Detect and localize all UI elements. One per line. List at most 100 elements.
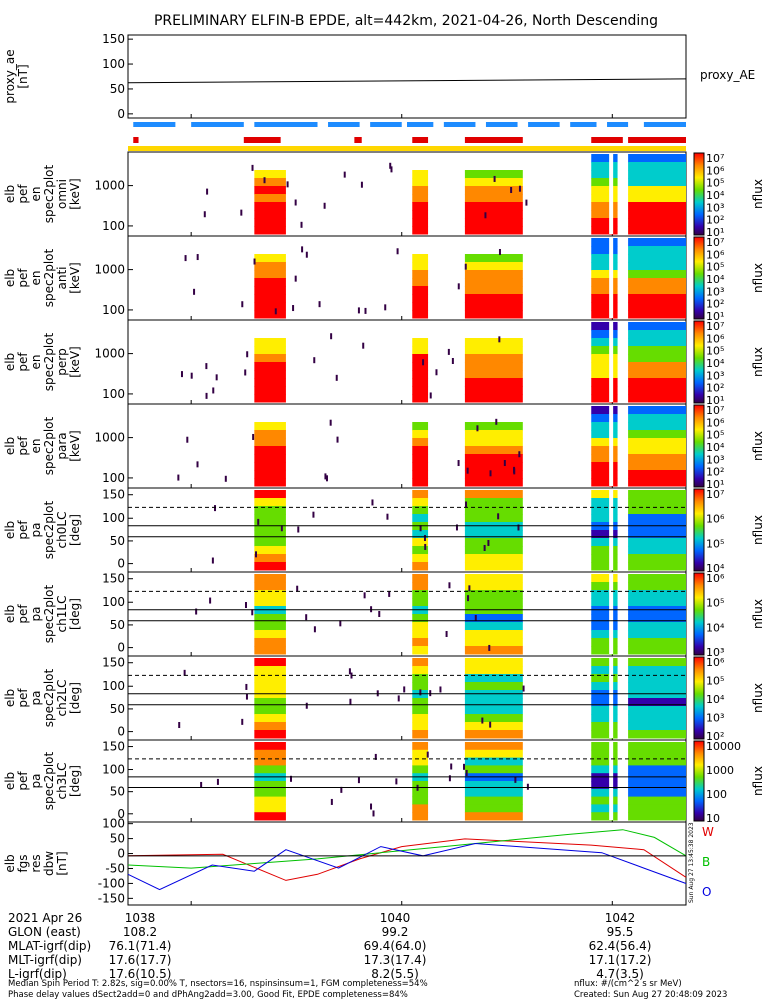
spec-cell: [628, 574, 686, 583]
footer-note1: Median Spin Period T: 2.82s, sig=0.00% T…: [8, 979, 428, 989]
colorbar-tick: 10²: [706, 730, 724, 743]
spec-cell: [412, 714, 429, 723]
spec-cell: [628, 270, 686, 279]
colorbar-tick: 10⁴: [706, 441, 725, 454]
spec-cell: [628, 178, 686, 187]
spec-cell: [254, 462, 286, 471]
spec-cell: [464, 796, 523, 805]
spec-cell: [254, 346, 286, 355]
ytick-label: 100: [102, 595, 125, 609]
spec-dot: [305, 614, 308, 621]
colorbar-tick: 10¹: [706, 310, 724, 323]
ylabel-line: ch0LC: [55, 512, 69, 549]
spec-dot: [422, 359, 425, 366]
spec-cell: [628, 438, 686, 447]
spec-dot: [335, 374, 338, 381]
spec-dot: [522, 685, 525, 692]
spec-dot: [476, 425, 479, 432]
colorbar-tick: 10⁴: [706, 562, 725, 575]
spec-cell: [464, 538, 523, 547]
spec-cell: [412, 270, 429, 279]
spec-cell: [412, 310, 429, 319]
spec-cell: [628, 804, 686, 813]
science-bar: [370, 122, 402, 127]
footer-v2-1: 95.5: [607, 925, 634, 939]
spec-cell: [464, 614, 523, 623]
spec-cell: [254, 378, 286, 387]
spec-cell: [591, 706, 618, 715]
spec-cell: [412, 170, 429, 179]
spec-cell: [412, 781, 429, 790]
spec-cell: [412, 462, 429, 471]
spec-dot: [296, 585, 299, 592]
footer-v2-0: 1042: [605, 911, 636, 925]
spec-dot: [429, 392, 432, 399]
spec-dot: [457, 283, 460, 290]
spec-cell: [591, 562, 618, 571]
spec-cell: [254, 757, 286, 766]
spec-dot: [212, 387, 215, 394]
spec-cell: [628, 162, 686, 171]
spec-cell: [464, 218, 523, 227]
spec-cell: [464, 338, 523, 347]
spec-dot: [205, 363, 208, 370]
spec-cell: [254, 682, 286, 691]
spec-cell: [254, 338, 286, 347]
colorbar-tick: 10⁶: [706, 572, 725, 585]
spec-cell: [412, 546, 429, 555]
ytick-label: 100: [102, 57, 125, 71]
spec-dot: [323, 202, 326, 209]
colorbar-tick: 10⁵: [706, 429, 724, 442]
footer-v2-3: 17.1(17.2): [589, 953, 652, 967]
spec-cell: [628, 262, 686, 271]
spec-cell: [591, 666, 618, 675]
spec-cell: [412, 370, 429, 379]
spec-dot: [363, 592, 366, 599]
spec-dot: [445, 630, 448, 637]
spec-dot: [513, 468, 516, 475]
spec-cell: [628, 302, 686, 311]
spec-cell: [591, 788, 618, 798]
footer-units: nflux: #/(cm^2 s sr MeV): [574, 979, 682, 989]
spec-cell: [628, 154, 686, 163]
spec-dot: [211, 557, 214, 564]
spec-cell: [591, 749, 618, 759]
spec-cell: [591, 370, 618, 379]
ytick-label: 1000: [94, 263, 125, 277]
spec-cell: [628, 330, 686, 339]
colorbar-label: nflux: [751, 515, 765, 545]
spec-cell: [412, 742, 429, 751]
ylabel-line: elb: [3, 269, 17, 287]
ylabel-line: en: [29, 271, 43, 286]
colorbar-tick: 10⁶: [706, 164, 725, 177]
spec-cell: [628, 614, 686, 623]
footer: 2021 Apr 26 GLON (east) MLAT-igrf(dip) M…: [8, 911, 727, 1000]
spec-cell: [254, 438, 286, 447]
spec-cell: [412, 438, 429, 447]
spec-cell: [591, 574, 618, 583]
spec-cell: [254, 254, 286, 263]
spec-dot: [518, 185, 521, 192]
spec-cell: [254, 546, 286, 555]
spec-cell: [591, 538, 618, 547]
spec-dot: [370, 606, 373, 613]
spec-dot: [252, 433, 255, 440]
spec-dot: [419, 689, 422, 696]
footer-v0-0: 1038: [125, 911, 156, 925]
spec-cell: [464, 378, 523, 387]
data-gap: [609, 154, 614, 234]
spec-dot: [349, 698, 352, 705]
spec-cell: [254, 749, 286, 759]
footer-v1-3: 17.3(17.4): [364, 953, 427, 967]
panel-2: elb pef en spec2plot anti [keV] 100010010⁷10⁶1…: [3, 235, 765, 323]
spec-cell: [464, 598, 523, 607]
spec-cell: [628, 538, 686, 547]
spec-cell: [628, 781, 686, 790]
series-O: [127, 842, 687, 891]
spec-cell: [591, 478, 618, 487]
spec-cell: [628, 706, 686, 715]
collection-bar: [243, 137, 281, 143]
spec-cell: [254, 506, 286, 515]
ylabel-line: pef: [16, 268, 30, 288]
spec-cell: [628, 530, 686, 539]
